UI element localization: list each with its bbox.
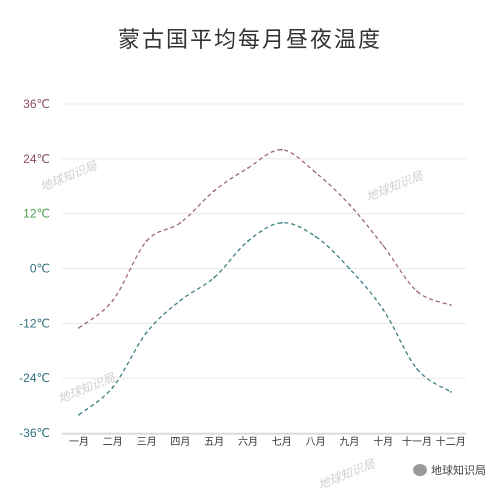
day-temperature-point xyxy=(416,290,418,293)
source-label: 地球知识局 xyxy=(431,464,486,477)
day-temperature-line xyxy=(78,149,452,329)
night-temperature-point xyxy=(111,386,114,389)
day-temperature-point xyxy=(213,189,216,192)
night-temperature-point xyxy=(247,240,249,242)
x-tick-label: 二月 xyxy=(103,436,123,448)
x-tick-label: 七月 xyxy=(272,436,292,448)
day-temperature-point xyxy=(247,167,249,169)
wechat-icon xyxy=(413,464,427,476)
y-tick-label: -24℃ xyxy=(19,371,50,385)
x-tick-label: 六月 xyxy=(238,436,258,448)
x-tick-label: 四月 xyxy=(170,436,190,448)
watermark-2: 地球知识局 xyxy=(364,168,426,204)
day-temperature-point xyxy=(382,244,385,247)
x-tick-label: 十一月 xyxy=(402,435,432,448)
y-tick-label: 12℃ xyxy=(23,207,50,221)
night-temperature-point xyxy=(280,221,283,224)
x-tick-label: 三月 xyxy=(137,436,157,448)
y-tick-label: -12℃ xyxy=(19,316,50,330)
x-tick-label: 一月 xyxy=(69,436,89,448)
night-temperature-point xyxy=(314,235,317,238)
day-temperature-point xyxy=(449,304,452,306)
day-temperature-point xyxy=(145,240,148,242)
y-tick-label: -36℃ xyxy=(19,426,50,440)
night-temperature-point xyxy=(382,308,385,311)
x-tick-label: 九月 xyxy=(339,436,359,448)
night-temperature-point xyxy=(449,390,452,393)
day-temperature-point xyxy=(179,221,182,224)
y-tick-label: 0℃ xyxy=(30,262,50,276)
x-tick-label: 十二月 xyxy=(436,435,466,448)
x-tick-label: 五月 xyxy=(204,436,224,448)
x-tick-label: 十月 xyxy=(373,435,393,448)
night-temperature-point xyxy=(145,331,148,334)
watermark-4: 地球知识局 xyxy=(316,456,378,492)
night-temperature-line xyxy=(78,222,452,416)
night-temperature-point xyxy=(179,299,182,302)
night-temperature-point xyxy=(348,267,351,270)
watermark-3: 地球知识局 xyxy=(56,370,118,406)
day-temperature-point xyxy=(348,203,351,206)
day-temperature-point xyxy=(111,299,114,302)
y-tick-label: 24℃ xyxy=(23,152,50,166)
chart-title: 蒙古国平均每月昼夜温度 xyxy=(117,28,382,53)
x-tick-label: 八月 xyxy=(306,436,326,448)
night-temperature-point xyxy=(213,276,216,279)
night-temperature-point xyxy=(416,368,418,370)
day-temperature-point xyxy=(314,171,317,174)
day-temperature-point xyxy=(78,327,80,329)
day-temperature-point xyxy=(280,148,283,151)
source-credit: 地球知识局 xyxy=(413,462,486,478)
night-temperature-point xyxy=(78,413,80,416)
y-tick-label: 36℃ xyxy=(23,97,50,111)
